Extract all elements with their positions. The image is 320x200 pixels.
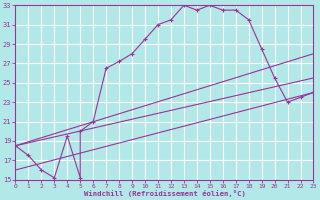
X-axis label: Windchill (Refroidissement éolien,°C): Windchill (Refroidissement éolien,°C)	[84, 190, 245, 197]
